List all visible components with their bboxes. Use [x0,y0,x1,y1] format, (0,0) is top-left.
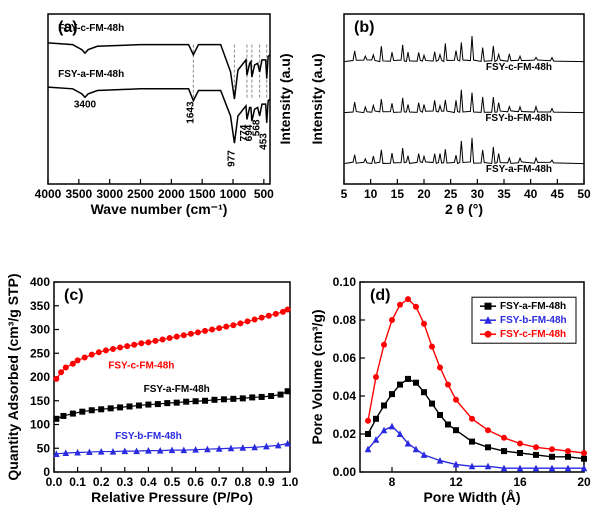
svg-text:16: 16 [513,475,527,489]
svg-text:50: 50 [37,441,51,455]
svg-text:25: 25 [444,187,458,201]
svg-text:0.02: 0.02 [333,427,357,441]
svg-text:2000: 2000 [158,187,185,201]
svg-text:FSY-b-FM-48h: FSY-b-FM-48h [500,315,567,326]
svg-text:150: 150 [30,394,50,408]
plot-area-a: (a) 4000350030002500200015001000500FSY-c… [35,14,293,217]
svg-text:FSY-c-FM-48h: FSY-c-FM-48h [500,329,566,340]
svg-text:30: 30 [471,187,485,201]
panel-b: (b) 5 10 15 20 25 30 35 40 45 50 FSY-c-FM-48h FSY-b… [304,2,594,227]
svg-text:0.3: 0.3 [116,475,133,489]
svg-text:40: 40 [524,187,538,201]
svg-text:12: 12 [449,475,463,489]
xlabel-d: Pore Width (Å) [423,489,520,505]
panel-letter-b: (b) [354,19,374,36]
ylabel-c: Quantity Adsorbed (cm³/g STP) [5,273,21,480]
svg-text:FSY-c-FM-48h: FSY-c-FM-48h [108,360,174,371]
svg-text:250: 250 [30,346,50,360]
svg-text:FSY-c-FM-48h: FSY-c-FM-48h [486,62,552,73]
svg-text:0.10: 0.10 [333,275,357,289]
svg-text:3500: 3500 [65,187,92,201]
svg-text:0.06: 0.06 [333,351,357,365]
svg-text:FSY-a-FM-48h: FSY-a-FM-48h [486,164,552,175]
svg-text:0.00: 0.00 [333,465,357,479]
svg-text:0.6: 0.6 [187,475,204,489]
svg-text:3400: 3400 [74,100,97,111]
svg-text:FSY-a-FM-48h: FSY-a-FM-48h [144,384,210,395]
plot-area-d: (d) 8 12 16 20 0.00 0.02 0.04 0.06 0.08 0.10 FSY-a… [309,275,591,505]
svg-text:1.0: 1.0 [282,475,299,489]
svg-text:20: 20 [577,475,591,489]
ylabel-b: Intensity (a.u) [309,53,325,144]
panel-letter-d: (d) [370,287,390,304]
xlabel-a: Wave number (cm⁻¹) [91,201,228,217]
svg-text:45: 45 [551,187,565,201]
svg-text:FSY-a-FM-48h: FSY-a-FM-48h [500,301,566,312]
svg-text:FSY-a-FM-48h: FSY-a-FM-48h [58,69,124,80]
svg-text:FSY-b-FM-48h: FSY-b-FM-48h [115,431,182,442]
svg-text:0.4: 0.4 [140,475,157,489]
svg-text:1500: 1500 [189,187,216,201]
svg-text:300: 300 [30,323,50,337]
svg-text:2500: 2500 [127,187,154,201]
panel-d: (d) 8 12 16 20 0.00 0.02 0.04 0.06 0.08 0.10 FSY-a… [304,270,594,514]
svg-text:100: 100 [30,418,50,432]
ylabel-a: Intensity (a.u) [277,53,293,144]
svg-text:400: 400 [30,275,50,289]
svg-text:0.9: 0.9 [258,475,275,489]
svg-text:FSY-b-FM-48h: FSY-b-FM-48h [485,113,552,124]
svg-text:0.1: 0.1 [69,475,86,489]
svg-text:FSY-c-FM-48h: FSY-c-FM-48h [58,23,124,34]
xlabel-c: Relative Pressure (P/Po) [91,489,253,505]
svg-text:0.04: 0.04 [333,389,357,403]
svg-text:500: 500 [254,187,274,201]
panel-c: (c) 0.00.10.20.30.40.50.60.70.80.91.0050… [2,270,300,514]
svg-text:50: 50 [577,187,591,201]
svg-text:0.2: 0.2 [93,475,110,489]
panel-letter-c: (c) [64,287,84,304]
svg-text:10: 10 [364,187,378,201]
svg-text:0.08: 0.08 [333,313,357,327]
svg-text:200: 200 [30,370,50,384]
svg-text:5: 5 [341,187,348,201]
svg-text:35: 35 [497,187,511,201]
plot-area-c: (c) 0.00.10.20.30.40.50.60.70.80.91.0050… [5,273,299,505]
svg-text:0.8: 0.8 [234,475,251,489]
ylabel-d: Pore Volume (cm³/g) [309,309,325,444]
svg-text:20: 20 [417,187,431,201]
svg-text:1643: 1643 [185,101,196,124]
svg-text:0.7: 0.7 [211,475,228,489]
panel-a: (a) 4000350030002500200015001000500FSY-c… [2,2,300,227]
svg-text:4000: 4000 [35,187,62,201]
svg-text:1000: 1000 [220,187,247,201]
svg-text:350: 350 [30,299,50,313]
svg-text:15: 15 [391,187,405,201]
svg-text:0.5: 0.5 [164,475,181,489]
svg-text:3000: 3000 [96,187,123,201]
svg-text:977: 977 [226,150,237,167]
svg-text:0: 0 [43,465,50,479]
plot-area-b: (b) 5 10 15 20 25 30 35 40 45 50 FSY-c-FM-48h FSY-b… [309,14,591,217]
svg-text:8: 8 [389,475,396,489]
svg-text:453: 453 [259,133,270,150]
xlabel-b: 2 θ (°) [445,201,483,217]
